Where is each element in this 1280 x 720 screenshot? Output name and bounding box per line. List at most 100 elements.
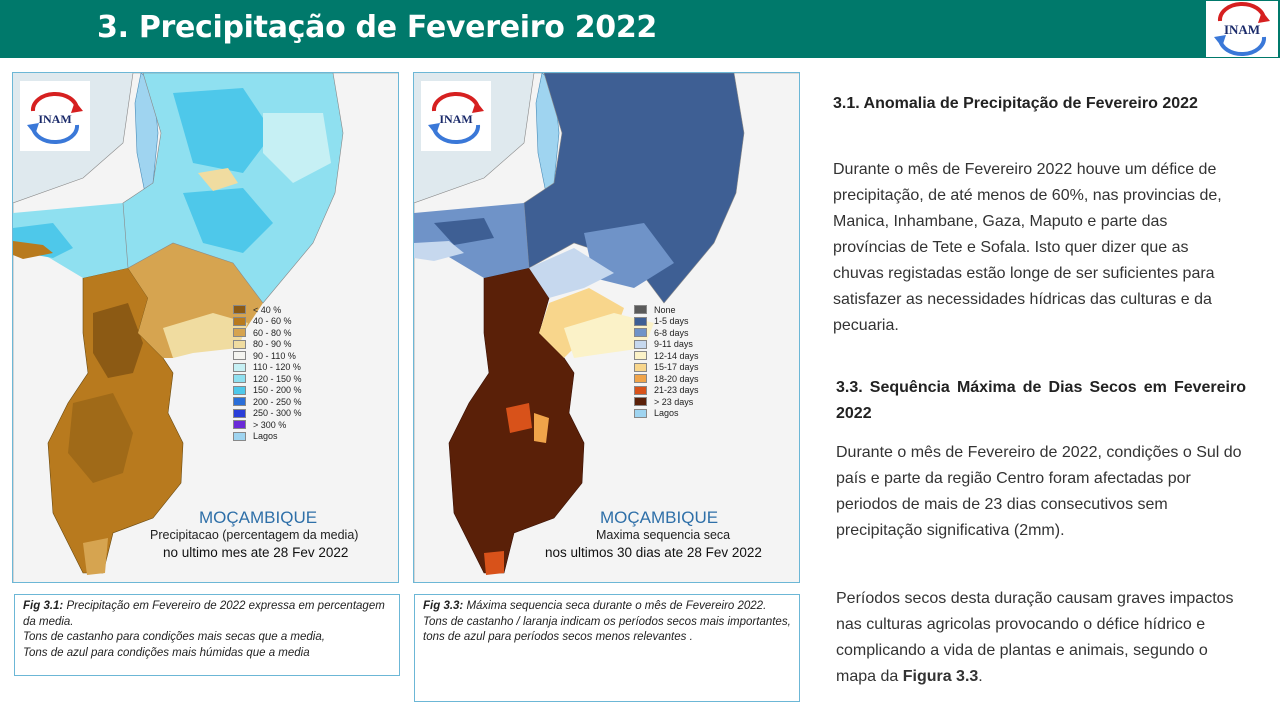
legend-label: 21-23 days: [654, 385, 699, 396]
legend-item: Lagos: [634, 408, 699, 420]
map-legend: None 1-5 days 6-8 days 9-11 days 12-14 days 1…: [634, 304, 699, 419]
legend-label: 18-20 days: [654, 373, 699, 384]
legend-label: 250 - 300 %: [253, 408, 302, 419]
legend-item: > 300 %: [233, 419, 302, 431]
legend-swatch: [634, 408, 647, 418]
section-body: Durante o mês de Fevereiro de 2022, cond…: [836, 440, 1246, 544]
section-body: Períodos secos desta duração causam grav…: [836, 586, 1246, 690]
logo-text: INAM: [38, 112, 71, 126]
section-heading: 3.3. Sequência Máxima de Dias Secos em F…: [836, 375, 1246, 427]
legend-swatch: [233, 362, 246, 372]
map-country-label: MOÇAMBIQUE: [199, 508, 318, 527]
legend-swatch: [233, 328, 246, 338]
map-period: no ultimo mes ate 28 Fev 2022: [163, 545, 349, 560]
legend-item: 12-14 days: [634, 350, 699, 362]
caption-text: Tons de castanho / laranja indicam os pe…: [423, 615, 791, 644]
legend-swatch: [233, 397, 246, 407]
legend-item: 200 - 250 %: [233, 396, 302, 408]
legend-label: > 300 %: [253, 419, 287, 430]
legend-item: 60 - 80 %: [233, 327, 302, 339]
section-title: 3.1. Anomalia de Precipitação de Feverei…: [833, 95, 1198, 112]
legend-label: 90 - 110 %: [253, 350, 296, 361]
legend-item: 9-11 days: [634, 339, 699, 351]
legend-item: 90 - 110 %: [233, 350, 302, 362]
map-graphic: [13, 73, 398, 582]
inam-logo: INAM: [1206, 1, 1278, 57]
legend-swatch: [634, 362, 647, 372]
logo-text: INAM: [1224, 22, 1260, 37]
caption-text: Tons de azul para condições mais húmidas…: [23, 646, 310, 659]
legend-swatch: [233, 374, 246, 384]
legend-label: 200 - 250 %: [253, 396, 302, 407]
header-bar: 3. Precipitação de Fevereiro 2022 INAM: [0, 0, 1280, 58]
legend-item: 40 - 60 %: [233, 316, 302, 328]
legend-label: 1-5 days: [654, 316, 689, 327]
figure-label: Fig 3.1:: [23, 600, 64, 612]
legend-label: 15-17 days: [654, 362, 699, 373]
section-paragraph: Durante o mês de Fevereiro de 2022, cond…: [836, 444, 1242, 539]
figure-caption-3-3: Fig 3.3: Máxima sequencia seca durante o…: [414, 594, 800, 702]
map-subtitle: Precipitacao (percentagem da media): [150, 528, 359, 542]
legend-swatch: [634, 351, 647, 361]
legend-swatch: [233, 305, 246, 315]
legend-label: 60 - 80 %: [253, 327, 292, 338]
legend-label: None: [654, 304, 676, 315]
legend-item: 15-17 days: [634, 362, 699, 374]
caption-text: Precipitação em Fevereiro de 2022 expres…: [23, 600, 385, 628]
legend-label: 110 - 120 %: [253, 362, 301, 373]
legend-item: 18-20 days: [634, 373, 699, 385]
legend-item: > 23 days: [634, 396, 699, 408]
section-paragraph: Durante o mês de Fevereiro 2022 houve um…: [833, 161, 1222, 334]
dry-spell-map: INAM None 1-5 days 6-8 days 9-11 days 12-14 …: [413, 72, 800, 583]
legend-swatch: [233, 431, 246, 441]
legend-item: 150 - 200 %: [233, 385, 302, 397]
map-country-label: MOÇAMBIQUE: [600, 508, 719, 527]
figure-reference: Figura 3.3: [902, 668, 979, 685]
figure-label: Fig 3.3:: [423, 600, 464, 612]
legend-label: 6-8 days: [654, 327, 689, 338]
section-heading: 3.1. Anomalia de Precipitação de Feverei…: [833, 91, 1243, 117]
legend-item: < 40 %: [233, 304, 302, 316]
legend-swatch: [233, 420, 246, 430]
legend-label: 9-11 days: [654, 339, 693, 350]
map-legend: < 40 % 40 - 60 % 60 - 80 % 80 - 90 % 90 - 11…: [233, 304, 302, 442]
paragraph-end: .: [978, 668, 983, 685]
legend-swatch: [634, 397, 647, 407]
map-graphic: [414, 73, 799, 582]
legend-item: Lagos: [233, 431, 302, 443]
legend-swatch: [634, 316, 647, 326]
section-body: Durante o mês de Fevereiro 2022 houve um…: [833, 157, 1243, 339]
legend-swatch: [233, 351, 246, 361]
legend-item: 80 - 90 %: [233, 339, 302, 351]
figure-caption-3-1: Fig 3.1: Precipitação em Fevereiro de 20…: [14, 594, 400, 676]
page-title: 3. Precipitação de Fevereiro 2022: [97, 10, 657, 45]
legend-label: > 23 days: [654, 396, 694, 407]
legend-label: Lagos: [654, 408, 679, 419]
legend-item: 250 - 300 %: [233, 408, 302, 420]
map-period: nos ultimos 30 dias ate 28 Fev 2022: [545, 545, 762, 560]
legend-label: 80 - 90 %: [253, 339, 292, 350]
section-paragraph: Períodos secos desta duração causam grav…: [836, 586, 1246, 690]
legend-label: 12-14 days: [654, 350, 699, 361]
legend-swatch: [634, 305, 647, 315]
legend-swatch: [233, 385, 246, 395]
paragraph-text: Períodos secos desta duração causam grav…: [836, 590, 1234, 685]
inam-logo: INAM: [20, 81, 90, 151]
legend-swatch: [634, 385, 647, 395]
legend-swatch: [233, 339, 246, 349]
logo-text: INAM: [439, 112, 472, 126]
precipitation-anomaly-map: INAM < 40 % 40 - 60 % 60 - 80 % 80 - 90 % 90…: [12, 72, 399, 583]
legend-swatch: [634, 339, 647, 349]
caption-text: Tons de castanho para condições mais sec…: [23, 631, 325, 643]
map-subtitle: Maxima sequencia seca: [596, 528, 731, 542]
legend-label: 150 - 200 %: [253, 385, 302, 396]
section-title: 3.3. Sequência Máxima de Dias Secos em F…: [836, 379, 1246, 422]
legend-item: None: [634, 304, 699, 316]
legend-item: 21-23 days: [634, 385, 699, 397]
legend-item: 110 - 120 %: [233, 362, 302, 374]
legend-item: 120 - 150 %: [233, 373, 302, 385]
legend-label: 120 - 150 %: [253, 373, 302, 384]
legend-swatch: [634, 328, 647, 338]
legend-label: < 40 %: [253, 304, 282, 315]
inam-logo: INAM: [421, 81, 491, 151]
